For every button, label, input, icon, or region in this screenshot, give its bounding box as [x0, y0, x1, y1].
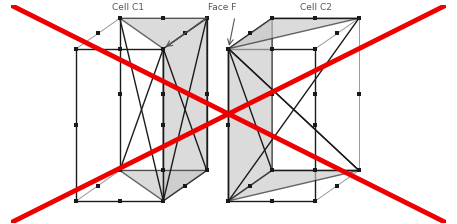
Text: Cell C1: Cell C1 — [112, 3, 144, 12]
Text: Cell C2: Cell C2 — [299, 3, 331, 12]
Polygon shape — [120, 170, 207, 201]
Polygon shape — [228, 170, 359, 201]
Polygon shape — [163, 18, 207, 201]
Polygon shape — [228, 18, 272, 201]
Text: Face F: Face F — [208, 3, 236, 12]
Polygon shape — [120, 18, 207, 49]
Polygon shape — [228, 18, 359, 49]
